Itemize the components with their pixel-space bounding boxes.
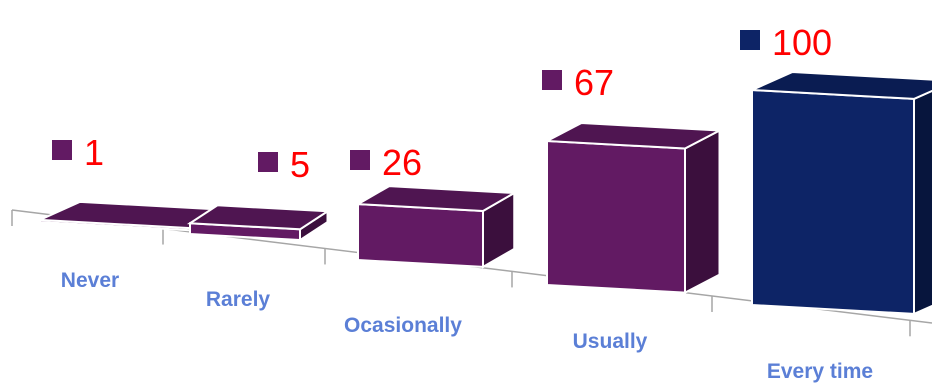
category-label: Every time [767, 360, 873, 383]
data-label: 5 [290, 144, 310, 185]
data-label: 1 [84, 132, 104, 173]
legend-marker [350, 150, 370, 170]
category-label: Never [61, 269, 119, 292]
legend-marker [542, 70, 562, 90]
category-label: Usually [573, 330, 648, 353]
legend-marker [52, 140, 72, 160]
bar [751, 88, 915, 315]
bar-side [684, 128, 721, 295]
category-label: Rarely [206, 288, 271, 311]
bar-top [543, 121, 724, 150]
category-label: Ocasionally [344, 314, 462, 337]
legend-marker [258, 152, 278, 172]
data-label: 100 [772, 22, 832, 63]
bar-side [913, 89, 932, 316]
bar [546, 139, 686, 294]
bar-top [751, 70, 932, 100]
data-label: 26 [382, 142, 422, 183]
data-label: 67 [574, 62, 614, 103]
legend-marker [740, 30, 760, 50]
bar-top [186, 204, 331, 231]
bar [357, 203, 484, 268]
bar-top [354, 185, 518, 212]
